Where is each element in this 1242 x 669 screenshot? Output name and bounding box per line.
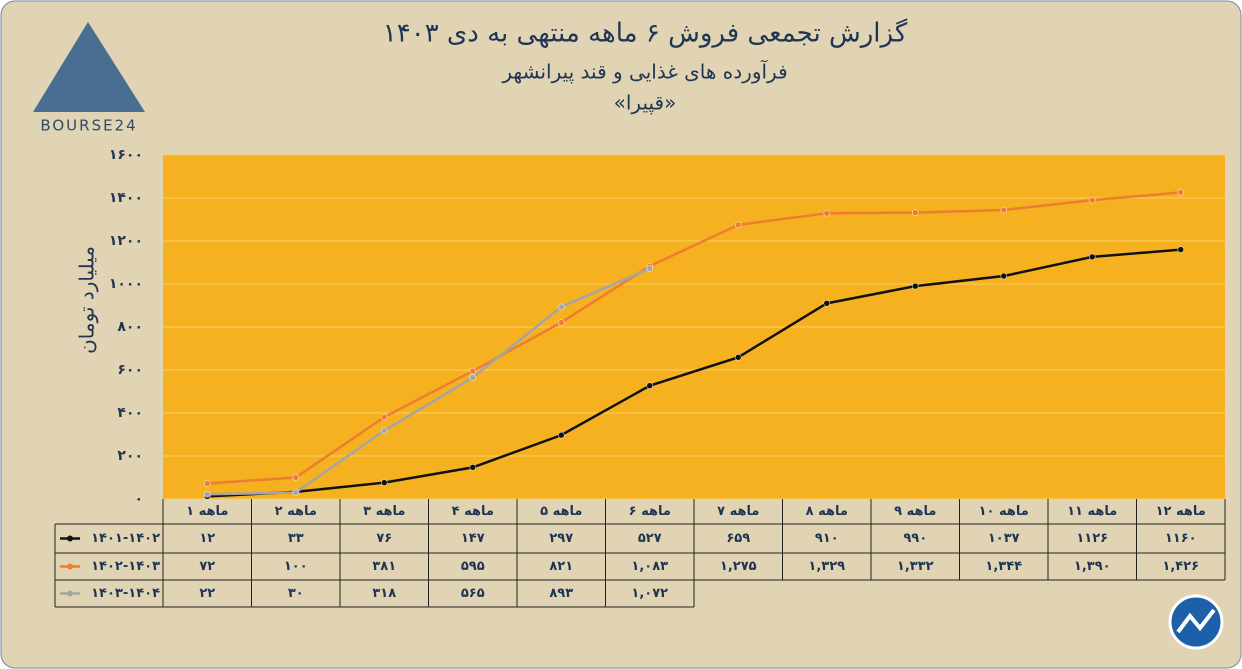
x-tick-label: ۹ ماهه — [894, 504, 936, 519]
x-tick-label: ۱ ماهه — [186, 504, 228, 519]
data-point — [558, 303, 565, 311]
table-value: ۳۱۸ — [372, 586, 396, 601]
table-value: ۵۶۵ — [461, 586, 485, 601]
table-value: ۹۱۰ — [815, 531, 839, 546]
x-tick-label: ۱۰ ماهه — [979, 504, 1029, 519]
y-tick-label: ۶۰۰ — [117, 362, 143, 378]
data-point — [204, 480, 211, 487]
data-point — [1000, 206, 1007, 214]
data-point — [912, 209, 919, 216]
y-tick-label: ۴۰۰ — [117, 405, 143, 421]
data-point — [1089, 196, 1096, 204]
data-point — [381, 479, 388, 486]
series-line — [207, 248, 1181, 498]
table-value: ۱,۳۳۲ — [897, 559, 934, 574]
data-point — [381, 413, 388, 421]
x-tick-label: ۴ ماهه — [452, 504, 494, 519]
x-tick-label: ۲ ماهه — [275, 504, 317, 519]
logo: BOURSE24 — [33, 22, 145, 135]
chart-subtitle: فرآورده های غذایی و قند پیرانشهر — [501, 59, 787, 85]
table-value: ۱۰۳۷ — [988, 531, 1020, 546]
data-point — [558, 431, 565, 439]
table-value: ۱,۰۸۳ — [631, 559, 668, 574]
table-value: ۵۹۵ — [461, 559, 485, 574]
x-tick-label: ۳ ماهه — [363, 504, 405, 519]
data-point — [381, 427, 388, 434]
table-value: ۳۸۱ — [372, 559, 396, 574]
badge — [1168, 594, 1224, 650]
data-point — [469, 374, 476, 381]
data-point — [735, 354, 742, 361]
table-value: ۱,۲۷۵ — [720, 559, 757, 574]
chart-subtitle: «قپیرا» — [614, 91, 677, 116]
legend-swatch-marker — [67, 590, 73, 597]
data-point — [646, 382, 653, 389]
legend-label: ۱۴۰۱-۱۴۰۲ — [91, 531, 160, 546]
table-value: ۳۳ — [288, 531, 304, 546]
table-value: ۱۱۶۰ — [1165, 531, 1197, 546]
y-tick-label: ۰ — [134, 491, 143, 507]
table-value: ۸۲۱ — [549, 559, 573, 574]
data-point — [823, 300, 830, 307]
data-point — [1089, 253, 1096, 261]
table-value: ۱,۳۴۴ — [985, 559, 1022, 574]
table-value: ۲۹۷ — [549, 531, 573, 546]
data-point — [292, 474, 299, 481]
x-tick-label: ۵ ماهه — [540, 504, 582, 519]
table-value: ۱۰۰ — [284, 559, 308, 574]
y-tick-label: ۱۰۰۰ — [109, 276, 143, 292]
table-value: ۱۴۷ — [461, 531, 485, 546]
y-tick-label: ۲۰۰ — [117, 448, 143, 464]
y-tick-label: ۱۶۰۰ — [109, 147, 143, 163]
table-value: ۲۲ — [199, 586, 215, 601]
logo-text: BOURSE24 — [40, 117, 137, 135]
x-tick-label: ۱۱ ماهه — [1067, 504, 1117, 519]
y-tick-label: ۱۴۰۰ — [109, 190, 143, 206]
y-axis-label: میلیارد تومان — [75, 246, 99, 354]
table-value: ۷۶ — [376, 531, 392, 546]
table-value: ۶۵۹ — [726, 531, 750, 546]
data-point — [646, 265, 653, 272]
table-value: ۱,۰۷۲ — [631, 586, 668, 601]
table-value: ۹۹۰ — [903, 531, 927, 546]
y-tick-label: ۸۰۰ — [117, 319, 143, 335]
legend-label: ۱۴۰۲-۱۴۰۳ — [91, 559, 160, 574]
data-point — [912, 282, 919, 290]
data-point — [1177, 189, 1184, 196]
series-line — [207, 191, 1181, 485]
logo-triangle — [33, 22, 145, 112]
table-value: ۸۹۳ — [549, 586, 573, 601]
table-value: ۱۱۲۶ — [1076, 531, 1108, 546]
data-point — [1000, 272, 1007, 280]
table-value: ۵۲۷ — [638, 531, 662, 546]
data-point — [1177, 246, 1184, 253]
legend-swatch-marker — [67, 563, 73, 570]
table-value: ۳۰ — [288, 586, 304, 601]
x-tick-label: ۱۲ ماهه — [1156, 504, 1206, 519]
table-value: ۱۲ — [199, 531, 215, 546]
data-point — [823, 210, 830, 217]
x-tick-label: ۸ ماهه — [806, 504, 848, 519]
legend-label: ۱۴۰۳-۱۴۰۴ — [91, 586, 160, 601]
x-tick-label: ۶ ماهه — [629, 504, 671, 519]
data-point — [558, 319, 565, 326]
table-value: ۱,۳۲۹ — [808, 559, 845, 574]
y-tick-label: ۱۲۰۰ — [109, 233, 143, 249]
data-point — [204, 491, 211, 498]
data-point — [469, 464, 476, 471]
series-line — [207, 267, 651, 496]
table-value: ۷۲ — [199, 559, 215, 574]
x-tick-label: ۷ ماهه — [717, 504, 759, 519]
data-point — [469, 367, 476, 375]
badge-arrow — [1176, 608, 1216, 634]
data-point — [292, 489, 299, 496]
chart-title: گزارش تجمعی فروش ۶ ماهه منتهی به دی ۱۴۰۳ — [383, 18, 908, 49]
legend-swatch-marker — [67, 535, 73, 542]
table-value: ۱,۴۲۶ — [1162, 559, 1199, 574]
data-point — [735, 221, 742, 229]
table-value: ۱,۳۹۰ — [1074, 559, 1111, 574]
